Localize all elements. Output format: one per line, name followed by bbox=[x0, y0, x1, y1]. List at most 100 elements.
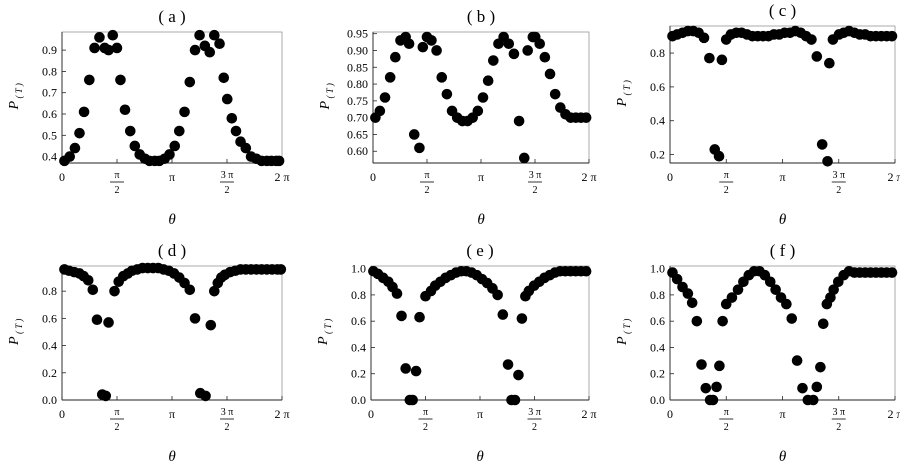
data-point bbox=[816, 139, 828, 150]
x-tick-label: 2 π bbox=[887, 170, 900, 184]
panel-f: ( f ) 0.0 0.2 0.4 0.6 0.8 1.0 0 π 2 π 3 π 2 2 π θ P ( T … bbox=[615, 241, 900, 465]
data-point bbox=[226, 112, 238, 124]
x-tick-numerator: π bbox=[114, 170, 119, 181]
y-tick-label: 0.6 bbox=[650, 80, 665, 94]
data-point bbox=[518, 152, 530, 164]
data-point bbox=[184, 284, 196, 296]
data-point bbox=[204, 46, 216, 58]
data-point bbox=[488, 55, 499, 66]
x-tick-label: 0 bbox=[667, 407, 673, 421]
data-point bbox=[580, 265, 592, 277]
data-point bbox=[811, 51, 823, 62]
y-tick-label: 0.2 bbox=[650, 367, 665, 381]
y-axis-label-subscript: ( T ) bbox=[14, 319, 24, 334]
data-point bbox=[221, 93, 233, 105]
data-point bbox=[111, 42, 123, 54]
x-tick-numerator: 3 π bbox=[529, 170, 542, 181]
panel-title: ( f ) bbox=[770, 241, 795, 260]
data-point bbox=[129, 140, 141, 152]
data-point bbox=[797, 382, 808, 394]
panel-a: ( a ) 0.4 0.5 0.6 0.7 0.8 0.9 0 π 2 π 3 π 2 2 π θ P ( T … bbox=[7, 7, 290, 228]
x-tick-label: 0 bbox=[368, 407, 374, 421]
y-axis-label: P bbox=[316, 336, 331, 346]
y-tick-label: 0.4 bbox=[42, 150, 57, 164]
y-axis-label: P bbox=[318, 101, 333, 111]
panel-c: ( c ) 0.2 0.4 0.6 0.8 0 π 2 π 3 π 2 2 π θ P ( T ) bbox=[615, 1, 900, 228]
panel-title: ( b ) bbox=[467, 7, 495, 26]
data-point bbox=[200, 390, 211, 402]
y-tick-label: 0.9 bbox=[42, 43, 57, 57]
data-point bbox=[396, 310, 407, 322]
data-point bbox=[549, 88, 561, 100]
data-point bbox=[824, 57, 835, 69]
data-point bbox=[94, 32, 105, 43]
y-axis-label-subscript: ( T ) bbox=[323, 319, 333, 334]
y-tick-label: 0.8 bbox=[351, 288, 366, 302]
data-point bbox=[400, 363, 411, 374]
data-point bbox=[509, 394, 521, 406]
y-tick-label: 0.80 bbox=[347, 77, 368, 91]
data-point bbox=[189, 44, 201, 56]
data-point bbox=[436, 72, 448, 83]
y-tick-label: 0.0 bbox=[351, 393, 366, 407]
y-tick-label: 0.90 bbox=[347, 43, 368, 57]
x-tick-label: π bbox=[779, 170, 785, 184]
data-point bbox=[502, 359, 514, 370]
x-tick-numerator: π bbox=[114, 407, 119, 418]
data-point bbox=[700, 382, 712, 394]
panel-e: ( e ) 0.0 0.2 0.4 0.6 0.8 1.0 0 π 2 π 3 π 2 2 π θ P ( T … bbox=[316, 241, 597, 465]
x-tick-label: 2 π bbox=[581, 407, 596, 421]
y-tick-label: 0.2 bbox=[351, 367, 366, 381]
y-tick-label: 0.6 bbox=[42, 311, 57, 325]
data-point bbox=[426, 35, 437, 46]
y-tick-label: 0.70 bbox=[347, 111, 368, 125]
x-tick-numerator: π bbox=[724, 407, 729, 418]
data-point bbox=[124, 125, 136, 137]
plot-frame bbox=[669, 25, 896, 164]
data-point bbox=[240, 142, 252, 154]
x-tick-label: 2 π bbox=[274, 170, 289, 184]
data-point bbox=[713, 150, 725, 162]
data-point bbox=[169, 140, 181, 152]
data-point bbox=[69, 142, 81, 154]
data-point bbox=[390, 51, 401, 63]
y-tick-label: 1.0 bbox=[650, 262, 665, 276]
data-point bbox=[472, 105, 484, 117]
data-point bbox=[714, 360, 725, 372]
x-axis-label: θ bbox=[477, 212, 485, 228]
y-axis-label: P bbox=[7, 101, 22, 111]
data-point bbox=[384, 72, 396, 83]
data-point bbox=[822, 156, 833, 167]
y-tick-label: 0.95 bbox=[347, 27, 368, 41]
x-axis-label: θ bbox=[168, 212, 176, 228]
data-point bbox=[522, 45, 533, 56]
y-tick-label: 1.0 bbox=[351, 262, 366, 276]
y-axis-label-subscript: ( T ) bbox=[622, 319, 632, 334]
data-point bbox=[716, 54, 728, 66]
data-point bbox=[414, 311, 425, 323]
data-point bbox=[275, 264, 287, 275]
data-point bbox=[78, 106, 90, 118]
data-point bbox=[534, 38, 546, 50]
data-point bbox=[431, 45, 442, 56]
data-point bbox=[91, 314, 103, 326]
x-tick-label: π bbox=[169, 170, 175, 184]
y-tick-label: 0.8 bbox=[42, 284, 57, 298]
x-tick-numerator: 3 π bbox=[832, 170, 845, 181]
data-point bbox=[698, 32, 710, 44]
data-point bbox=[691, 315, 703, 327]
data-point bbox=[786, 313, 798, 324]
y-tick-label: 0.4 bbox=[351, 340, 366, 354]
data-point bbox=[732, 284, 744, 295]
data-point bbox=[886, 30, 898, 42]
data-point bbox=[214, 38, 225, 50]
y-tick-label: 0.65 bbox=[347, 127, 368, 141]
y-tick-label: 0.60 bbox=[347, 144, 368, 158]
x-tick-numerator: 3 π bbox=[528, 407, 541, 418]
data-point bbox=[403, 38, 415, 50]
x-tick-label: 2 π bbox=[274, 407, 289, 421]
data-point bbox=[109, 285, 120, 297]
data-point bbox=[781, 298, 792, 310]
data-point bbox=[119, 104, 131, 116]
